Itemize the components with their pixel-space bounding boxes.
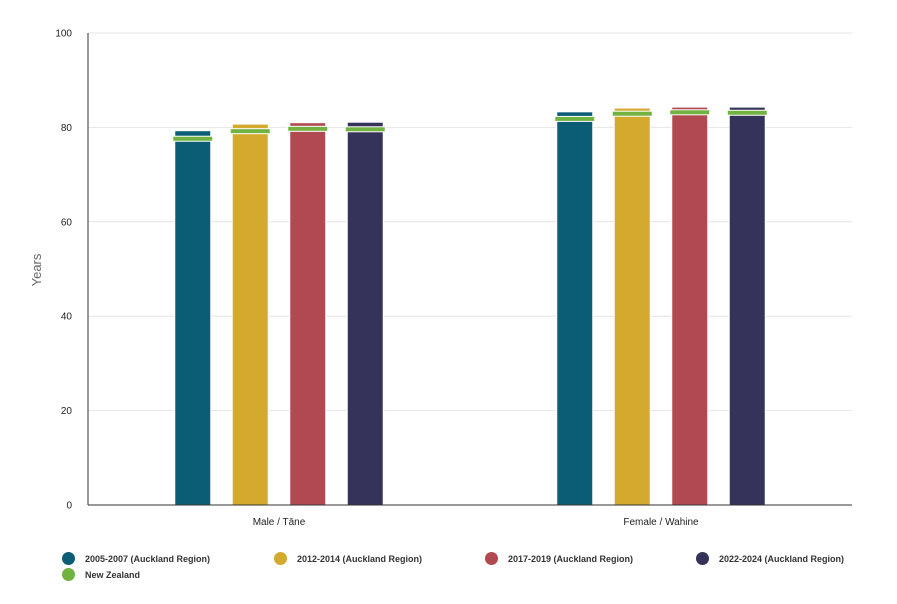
- legend-item[interactable]: 2005-2007 (Auckland Region): [62, 552, 210, 565]
- bars: [174, 106, 766, 506]
- bar-2022-2024-male[interactable]: [346, 121, 384, 506]
- x-category-label: Female / Wahine: [623, 517, 699, 528]
- bar-2017-2019-female[interactable]: [671, 106, 709, 506]
- legend-item[interactable]: 2012-2014 (Auckland Region): [274, 552, 422, 565]
- y-tick-label: 20: [61, 406, 73, 417]
- legend-label: 2017-2019 (Auckland Region): [508, 553, 634, 564]
- y-axis-title: Years: [29, 253, 44, 286]
- y-tick-label: 80: [61, 123, 73, 134]
- new-zealand-marker[interactable]: [287, 125, 329, 132]
- new-zealand-markers: [172, 109, 768, 142]
- y-axis-ticks: 0 20 40 60 80 100: [55, 29, 72, 512]
- new-zealand-marker[interactable]: [172, 135, 214, 142]
- y-tick-label: 0: [66, 501, 72, 512]
- legend-marker: [696, 552, 709, 565]
- legend-marker: [485, 552, 498, 565]
- bar-2012-2014-female[interactable]: [613, 107, 651, 506]
- new-zealand-marker[interactable]: [611, 110, 653, 117]
- bar-2017-2019-male[interactable]: [289, 122, 327, 506]
- y-tick-label: 100: [55, 29, 72, 40]
- legend-item[interactable]: 2022-2024 (Auckland Region): [696, 552, 844, 565]
- bar-2005-2007-male[interactable]: [174, 130, 212, 506]
- x-axis-labels: Male / Tāne Female / Wahine: [253, 517, 699, 528]
- new-zealand-marker[interactable]: [229, 128, 271, 135]
- x-category-label: Male / Tāne: [253, 517, 306, 528]
- legend-marker: [62, 568, 75, 581]
- new-zealand-marker[interactable]: [554, 115, 596, 122]
- gridlines: [88, 32, 852, 412]
- legend-marker: [274, 552, 287, 565]
- new-zealand-marker[interactable]: [669, 109, 711, 116]
- bar-2022-2024-female[interactable]: [728, 106, 766, 506]
- bar-2005-2007-female[interactable]: [556, 111, 594, 506]
- legend-label: 2012-2014 (Auckland Region): [297, 553, 423, 564]
- new-zealand-marker[interactable]: [726, 109, 768, 116]
- legend-marker: [62, 552, 75, 565]
- legend-item[interactable]: New Zealand: [62, 568, 140, 581]
- y-tick-label: 60: [61, 217, 73, 228]
- legend-item[interactable]: 2017-2019 (Auckland Region): [485, 552, 633, 565]
- new-zealand-marker[interactable]: [344, 126, 386, 133]
- legend-label: 2022-2024 (Auckland Region): [719, 553, 845, 564]
- y-tick-label: 40: [61, 312, 73, 323]
- legend-label: 2005-2007 (Auckland Region): [85, 553, 211, 564]
- bar-2012-2014-male[interactable]: [231, 123, 269, 506]
- legend-label: New Zealand: [85, 569, 141, 580]
